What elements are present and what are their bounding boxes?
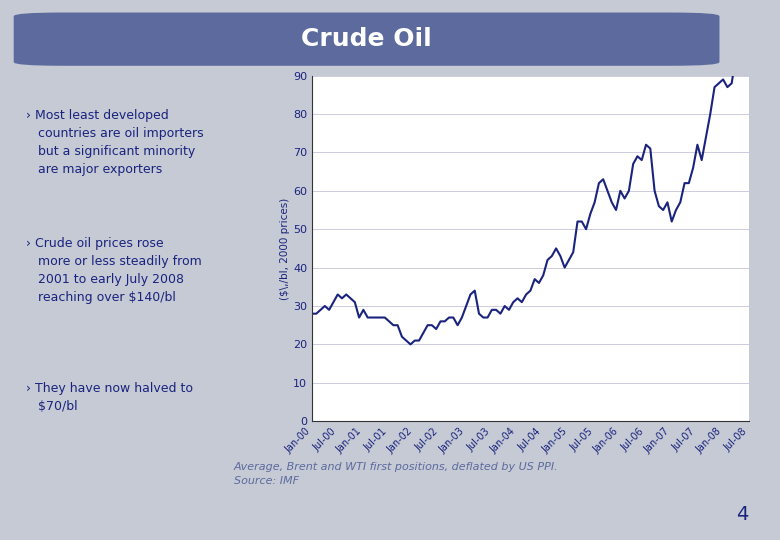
Text: › Crude oil prices rose
   more or less steadily from
   2001 to early July 2008: › Crude oil prices rose more or less ste… <box>26 237 201 303</box>
FancyBboxPatch shape <box>14 12 719 66</box>
Text: Crude Oil: Crude Oil <box>301 27 432 51</box>
Y-axis label: ($\,/bl, 2000 prices): ($\,/bl, 2000 prices) <box>280 197 290 300</box>
Text: 4: 4 <box>736 505 749 524</box>
Text: Average, Brent and WTI first positions, deflated by US PPI.
Source: IMF: Average, Brent and WTI first positions, … <box>234 462 558 485</box>
Text: › They have now halved to
   $70/bl: › They have now halved to $70/bl <box>26 382 193 414</box>
Text: › Most least developed
   countries are oil importers
   but a significant minor: › Most least developed countries are oil… <box>26 109 204 176</box>
